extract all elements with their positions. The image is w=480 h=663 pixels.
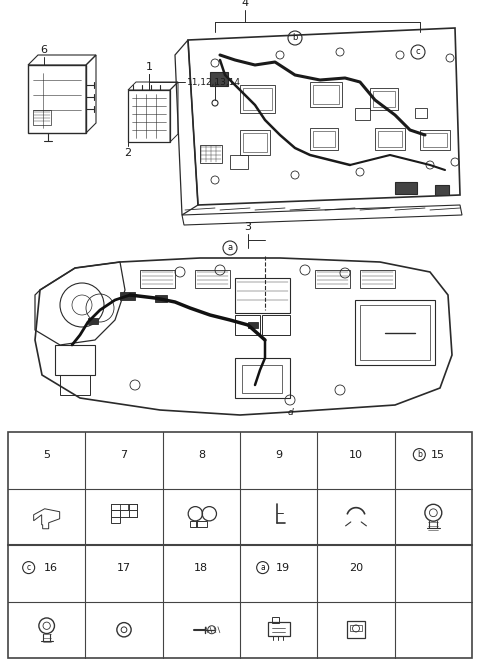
Bar — [415, 108, 427, 118]
Bar — [395, 182, 417, 194]
Bar — [200, 145, 222, 163]
Bar — [196, 520, 206, 527]
Text: 11,12,13,14: 11,12,13,14 — [187, 78, 241, 86]
Text: 3: 3 — [244, 222, 252, 232]
Bar — [375, 128, 405, 150]
Bar — [262, 315, 290, 335]
Text: 15: 15 — [431, 450, 444, 459]
Text: 2: 2 — [124, 148, 132, 158]
Bar — [140, 270, 175, 288]
Bar — [60, 375, 90, 395]
Bar — [373, 91, 395, 107]
Bar — [347, 621, 365, 638]
Text: d: d — [287, 408, 293, 417]
Text: 19: 19 — [276, 563, 290, 573]
Bar — [420, 130, 450, 150]
Bar — [195, 270, 230, 288]
Bar — [268, 622, 290, 636]
Bar — [242, 365, 282, 393]
Bar — [111, 511, 120, 523]
Text: 8: 8 — [198, 450, 205, 459]
Bar — [240, 130, 270, 155]
Bar — [210, 72, 228, 86]
Text: 7: 7 — [120, 450, 128, 459]
Text: 16: 16 — [44, 563, 58, 573]
Bar — [313, 131, 335, 147]
Bar — [111, 511, 137, 516]
Bar — [378, 131, 402, 147]
Bar — [33, 110, 51, 125]
Text: b: b — [292, 34, 298, 42]
Text: 6: 6 — [40, 45, 48, 55]
Bar — [370, 88, 398, 110]
Bar — [313, 85, 339, 104]
Text: 17: 17 — [117, 563, 131, 573]
Bar — [128, 90, 170, 142]
Text: 5: 5 — [43, 450, 50, 459]
Bar — [88, 318, 98, 324]
Bar — [28, 65, 86, 133]
Text: 4: 4 — [241, 0, 249, 8]
Bar — [350, 625, 362, 631]
Bar — [230, 155, 248, 169]
Text: c: c — [26, 563, 31, 572]
Bar — [355, 108, 370, 120]
Bar — [190, 520, 197, 527]
Bar — [360, 270, 395, 288]
Bar — [8, 432, 472, 658]
Text: 18: 18 — [194, 563, 208, 573]
Text: c: c — [416, 48, 420, 56]
Text: 20: 20 — [349, 563, 363, 573]
Bar — [310, 128, 338, 150]
Text: 1: 1 — [145, 62, 153, 72]
Text: a: a — [260, 563, 265, 572]
Bar — [155, 295, 167, 302]
Bar — [435, 185, 449, 195]
Text: 9: 9 — [275, 450, 282, 459]
Bar — [235, 315, 260, 335]
Bar — [235, 278, 290, 313]
Text: 10: 10 — [349, 450, 363, 459]
Bar — [360, 305, 430, 360]
Bar — [55, 345, 95, 375]
Text: b: b — [417, 450, 422, 459]
Bar — [310, 82, 342, 107]
Bar — [129, 504, 137, 516]
Text: a: a — [228, 243, 233, 253]
Bar — [120, 292, 135, 300]
Bar — [240, 85, 275, 113]
Bar — [423, 133, 447, 147]
Bar — [272, 617, 279, 623]
Bar — [243, 88, 272, 110]
Bar — [243, 133, 267, 152]
Bar — [315, 270, 350, 288]
Bar — [355, 300, 435, 365]
Bar — [235, 358, 290, 398]
Bar — [248, 322, 258, 328]
